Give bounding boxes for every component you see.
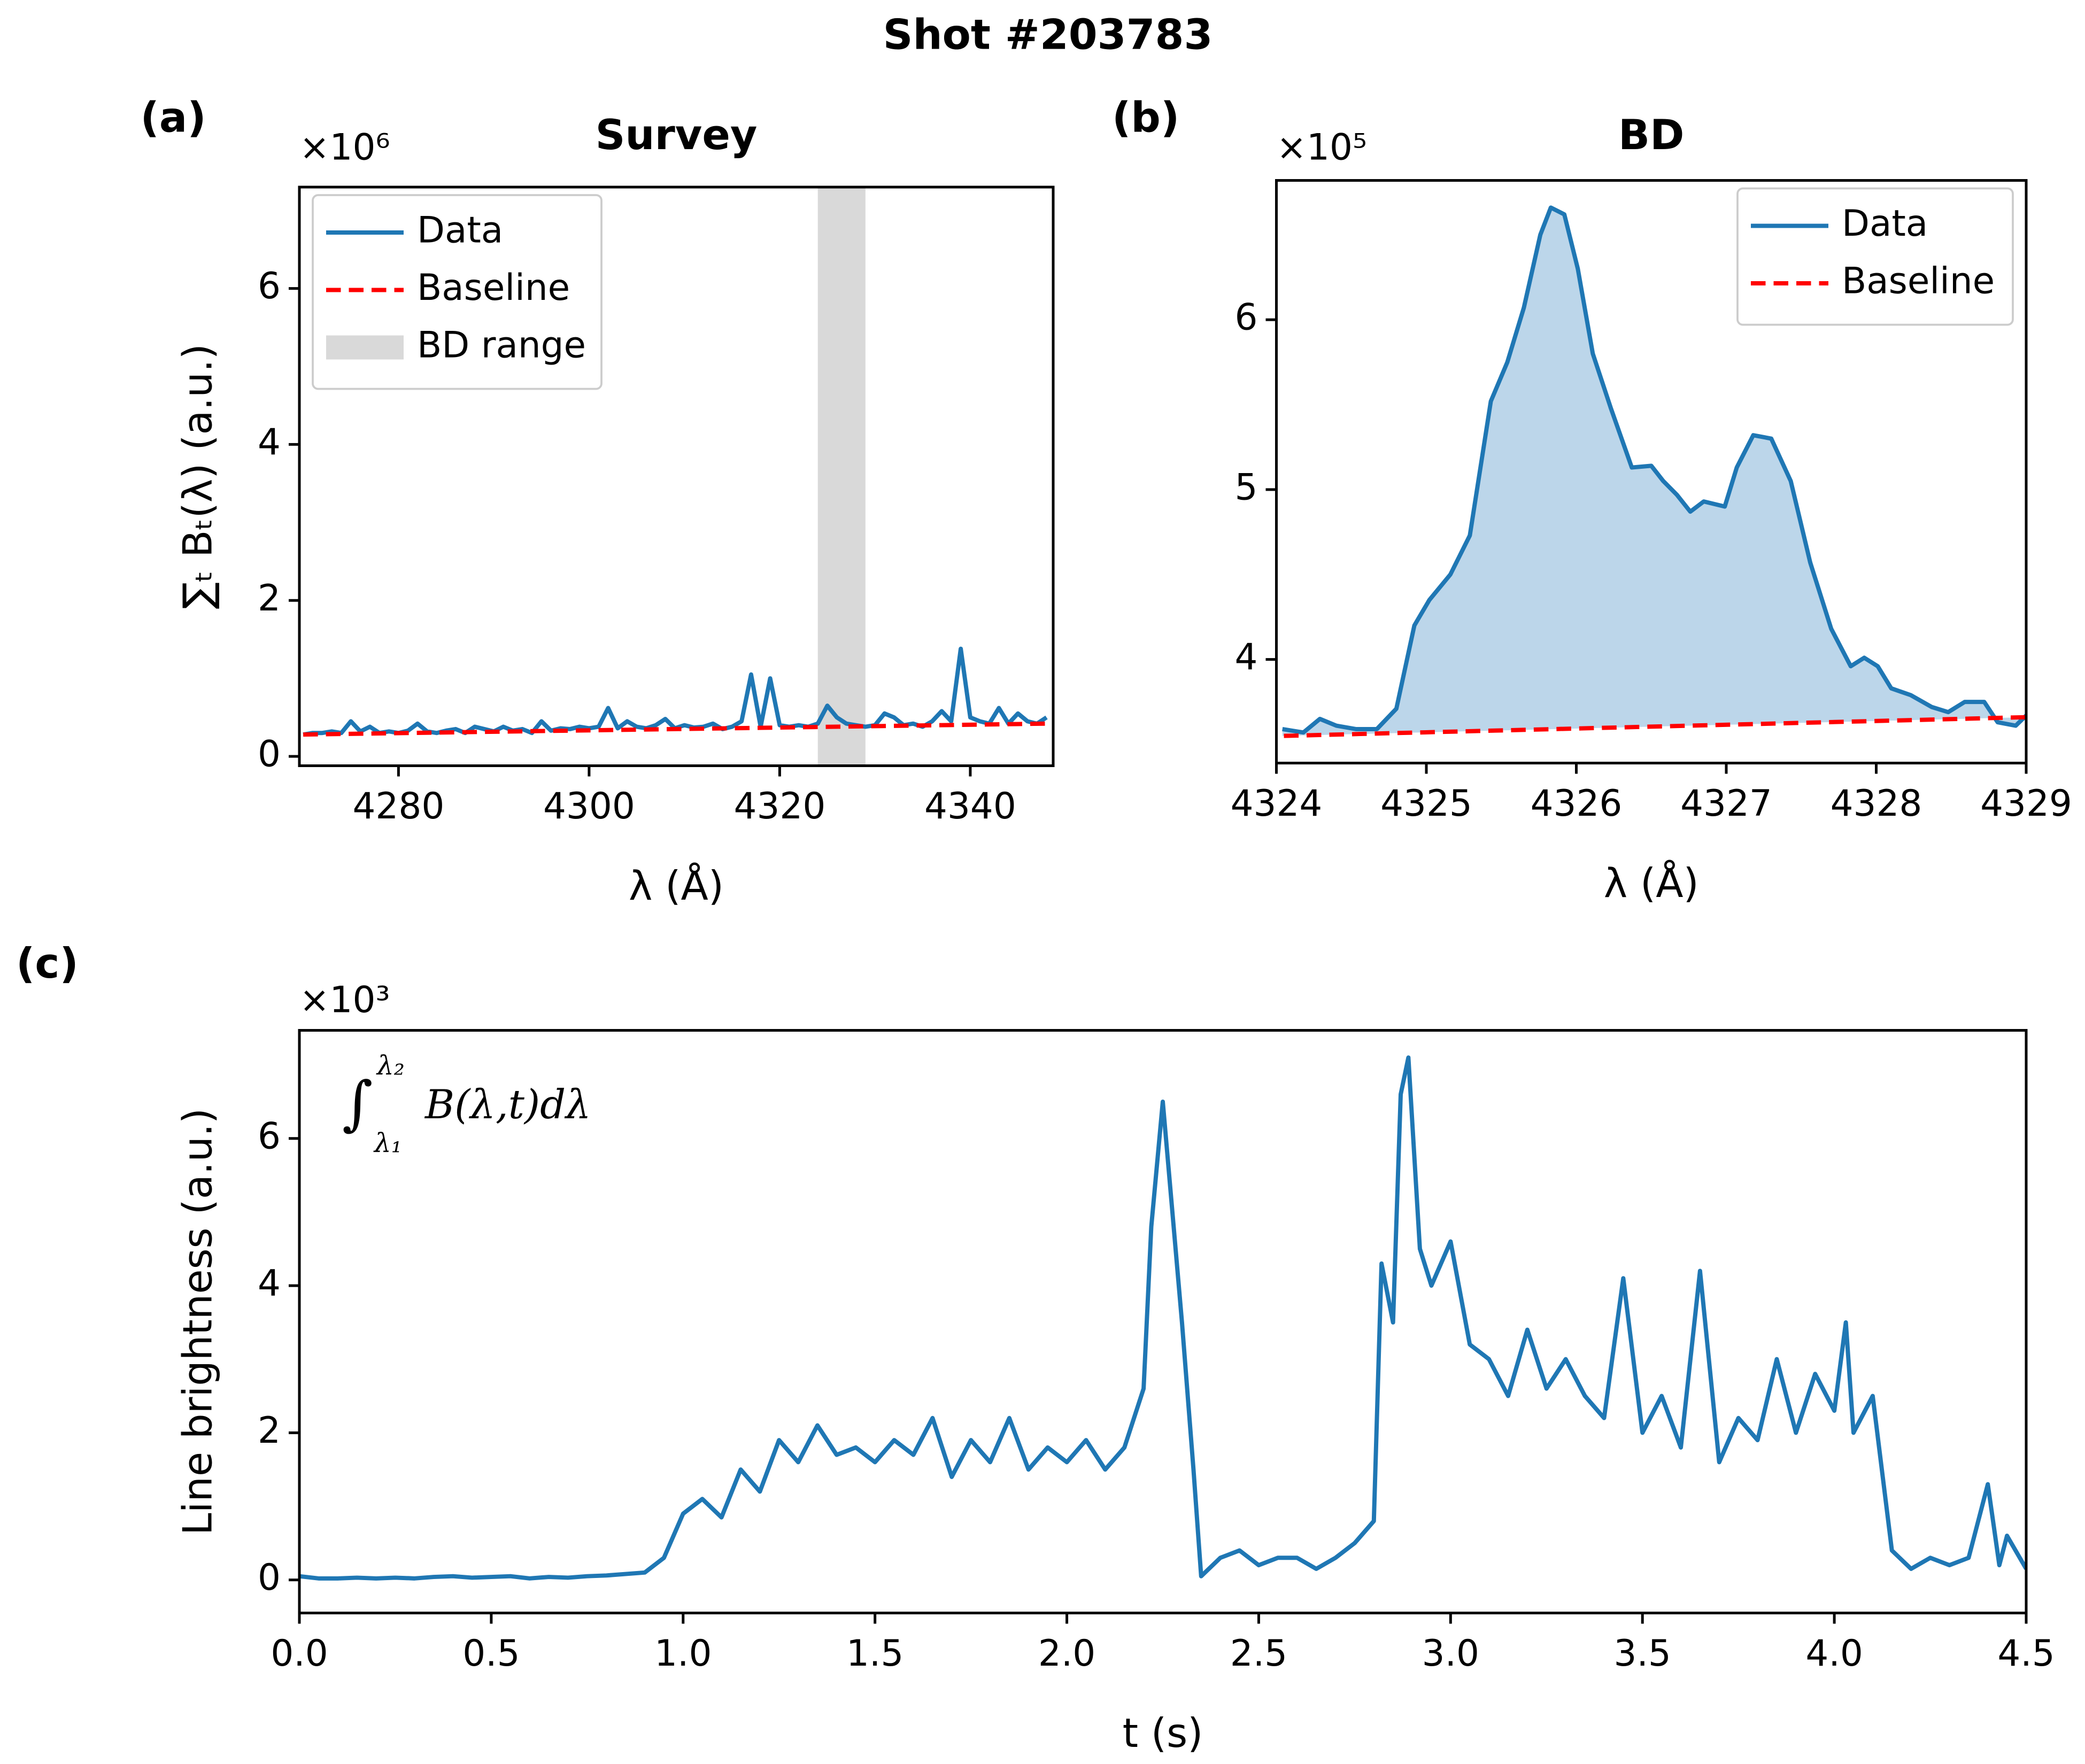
offset-text: ×10³: [299, 979, 390, 1021]
y-tick-label: 4: [258, 421, 281, 463]
x-tick-label: 3.5: [1614, 1632, 1671, 1674]
panel-label: (a): [141, 94, 206, 142]
series-line: [299, 1055, 2026, 1581]
y-tick-label: 4: [1235, 636, 1258, 678]
legend-box: [1736, 187, 2014, 326]
x-axis-label: λ (Å): [1604, 860, 1699, 907]
x-tick-label: 4340: [924, 785, 1016, 827]
y-tick-label: 6: [258, 1115, 281, 1157]
series-line: [1282, 205, 2026, 735]
x-tick-label: 2.5: [1230, 1632, 1287, 1674]
legend-swatch: [326, 335, 404, 360]
x-tick-label: 1.5: [846, 1632, 904, 1674]
y-tick-label: 6: [258, 265, 281, 307]
x-tick-label: 4329: [1980, 782, 2072, 824]
axes-frame: [298, 1029, 2028, 1614]
offset-text: ×10⁶: [299, 126, 390, 168]
panel-title: BD: [1618, 111, 1684, 159]
x-tick-label: 4325: [1380, 782, 1472, 824]
legend-label: Baseline: [417, 266, 570, 308]
annotation-symbol: ∫: [342, 1069, 373, 1137]
figure-title: Shot #203783: [883, 11, 1213, 59]
plot-area: [303, 187, 1048, 766]
x-tick-label: 1.0: [654, 1632, 712, 1674]
panel-title: Survey: [596, 111, 758, 159]
x-tick-label: 2.0: [1038, 1632, 1095, 1674]
x-tick-label: 4.5: [1997, 1632, 2055, 1674]
panel-label: (b): [1112, 94, 1179, 142]
annotation-upper: λ₂: [376, 1050, 405, 1081]
y-tick-label: 5: [1235, 466, 1258, 508]
legend-label: BD range: [417, 324, 586, 366]
y-axis-label: ∑ₜ Bₜ(λ) (a.u.): [174, 344, 221, 609]
x-axis-label: λ (Å): [629, 862, 724, 909]
x-tick-label: 4324: [1231, 782, 1323, 824]
plot-area: [299, 1055, 2026, 1581]
y-tick-label: 0: [258, 733, 281, 775]
x-tick-label: 3.0: [1422, 1632, 1479, 1674]
y-tick-label: 6: [1235, 296, 1258, 338]
legend-label: Data: [1842, 202, 1928, 244]
x-tick-label: 4327: [1680, 782, 1772, 824]
y-tick-label: 2: [258, 1409, 281, 1451]
x-tick-label: 4328: [1831, 782, 1922, 824]
annotation-lower: λ₁: [373, 1128, 402, 1159]
axes-frame: [1275, 179, 2028, 764]
axes-frame: [298, 185, 1055, 767]
x-axis-label: t (s): [1123, 1709, 1203, 1757]
series-line: [303, 721, 1047, 737]
x-tick-label: 4326: [1531, 782, 1623, 824]
y-tick-label: 4: [258, 1262, 281, 1304]
x-tick-label: 4300: [543, 785, 635, 827]
x-tick-label: 4320: [734, 785, 826, 827]
y-tick-label: 2: [258, 577, 281, 619]
panel-label: (c): [16, 940, 79, 988]
annotation-body: B(λ,t)dλ: [424, 1081, 591, 1128]
offset-text: ×10⁵: [1277, 126, 1368, 168]
series-line: [1284, 715, 2026, 738]
legend-label: Data: [417, 209, 503, 251]
legend-label: Baseline: [1842, 260, 1995, 302]
x-tick-label: 4.0: [1805, 1632, 1863, 1674]
y-tick-label: 0: [258, 1556, 281, 1598]
plot-area: [1282, 205, 2026, 738]
span: [817, 187, 866, 766]
x-tick-label: 0.5: [462, 1632, 520, 1674]
x-tick-label: 0.0: [271, 1632, 328, 1674]
y-axis-label: Line brightness (a.u.): [174, 1108, 221, 1535]
x-tick-label: 4280: [352, 785, 444, 827]
